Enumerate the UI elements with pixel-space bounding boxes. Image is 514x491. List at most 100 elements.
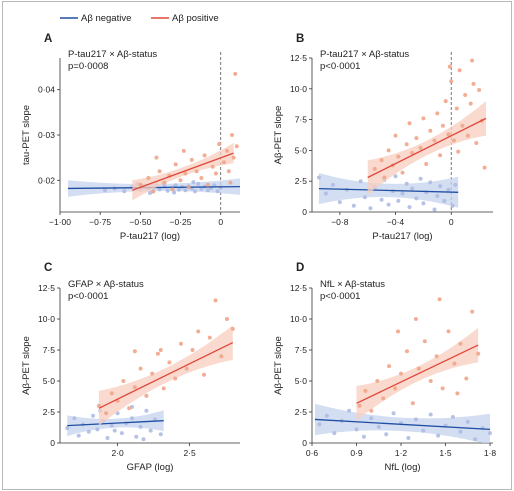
data-point-positive — [199, 176, 204, 180]
data-point-negative — [153, 417, 157, 422]
data-point-positive — [463, 93, 468, 97]
data-point-positive — [399, 371, 403, 376]
data-point-positive — [418, 145, 423, 150]
x-tick-label: 1·2 — [395, 448, 408, 458]
data-point-positive — [372, 166, 377, 171]
panel-b: B −0·8 −0·4 0 0 2·5 5·0 7·5 10·0 12·5 P-tau217 (lo… — [273, 33, 493, 242]
data-point-positive — [150, 371, 155, 376]
data-point-positive — [387, 364, 392, 369]
data-point-positive — [446, 132, 451, 137]
data-point-negative — [330, 182, 335, 187]
fit-line-positive — [132, 152, 234, 191]
data-point-positive — [179, 341, 183, 346]
data-point-positive — [196, 329, 201, 334]
panel-c: C 2·0 2·5 0 2·5 5·0 7·5 10·0 12·5 GFAP (log) Aβ-PE… — [21, 262, 240, 473]
x-tick-label: −0·75 — [89, 217, 111, 227]
data-point-positive — [138, 366, 143, 371]
data-point-negative — [141, 437, 146, 442]
data-point-positive — [447, 64, 452, 69]
data-point-positive — [471, 81, 476, 86]
data-point-positive — [194, 169, 199, 174]
y-tick-label: 5·0 — [295, 145, 308, 155]
x-tick-label: −0·4 — [387, 217, 405, 227]
data-point-positive — [440, 386, 445, 391]
data-point-positive — [170, 187, 175, 192]
data-point-positive — [458, 341, 463, 346]
data-point-positive — [104, 411, 109, 416]
data-point-negative — [379, 197, 384, 202]
data-point-positive — [396, 154, 401, 159]
data-point-negative — [442, 198, 447, 203]
x-tick-label: 0 — [218, 217, 223, 227]
data-point-negative — [386, 202, 391, 207]
data-point-negative — [435, 194, 440, 198]
x-tick-label: 2·0 — [111, 448, 124, 458]
data-point-negative — [400, 191, 405, 196]
data-point-negative — [488, 431, 492, 436]
data-point-negative — [396, 198, 401, 203]
data-point-negative — [193, 189, 197, 194]
data-point-negative — [391, 411, 396, 416]
data-point-positive — [109, 391, 114, 396]
data-point-negative — [421, 428, 426, 433]
data-point-positive — [455, 391, 460, 396]
data-point-positive — [154, 155, 159, 160]
data-point-negative — [332, 431, 337, 436]
data-point-negative — [323, 191, 328, 196]
data-point-negative — [428, 412, 433, 417]
data-point-positive — [465, 133, 470, 138]
data-point-positive — [186, 185, 191, 190]
data-point-negative — [317, 422, 322, 427]
data-point-positive — [144, 393, 149, 398]
data-point-negative — [351, 203, 356, 208]
data-point-positive — [468, 101, 473, 106]
data-point-positive — [205, 182, 210, 187]
y-tick-label: 0·04 — [38, 85, 55, 95]
panel-annotation: NfL × Aβ-status — [320, 279, 385, 290]
data-point-positive — [181, 148, 186, 153]
data-point-positive — [410, 401, 415, 406]
data-point-positive — [151, 189, 156, 194]
data-point-negative — [465, 419, 470, 424]
data-point-positive — [386, 148, 391, 153]
y-tick-label: 12·5 — [290, 283, 307, 293]
data-point-negative — [432, 207, 437, 212]
data-point-positive — [456, 149, 461, 154]
data-point-negative — [138, 424, 143, 429]
data-point-positive — [464, 376, 469, 381]
x-tick-label: 1·8 — [484, 448, 497, 458]
data-point-positive — [428, 128, 433, 133]
x-axis-label: GFAP (log) — [127, 462, 174, 473]
panel-letter: C — [44, 262, 52, 274]
data-point-positive — [482, 165, 487, 170]
panel-letter: D — [296, 262, 304, 274]
data-point-negative — [65, 426, 70, 431]
fit-line-negative — [318, 187, 459, 193]
data-point-negative — [414, 196, 419, 201]
plot-area — [68, 52, 240, 212]
data-point-positive — [183, 171, 188, 176]
panel-annotation: GFAP × Aβ-status — [68, 279, 144, 290]
data-point-positive — [452, 138, 456, 143]
data-point-negative — [165, 188, 170, 193]
panel-letter: B — [296, 33, 304, 45]
data-point-positive — [233, 71, 238, 76]
data-point-negative — [362, 195, 367, 200]
data-point-positive — [438, 153, 443, 158]
x-tick-label: −0·50 — [129, 217, 151, 227]
data-point-negative — [361, 434, 366, 439]
data-point-positive — [146, 176, 151, 180]
data-point-positive — [189, 157, 194, 162]
y-tick-label: 2·5 — [43, 407, 56, 417]
x-axis-label: P-tau217 (log) — [372, 231, 432, 242]
data-point-positive — [96, 403, 101, 408]
data-point-negative — [109, 423, 114, 428]
data-point-positive — [219, 354, 224, 359]
data-point-positive — [162, 180, 167, 185]
data-point-positive — [405, 349, 409, 354]
data-point-positive — [396, 329, 400, 334]
y-tick-label: 0 — [302, 207, 307, 217]
data-point-positive — [457, 68, 462, 73]
